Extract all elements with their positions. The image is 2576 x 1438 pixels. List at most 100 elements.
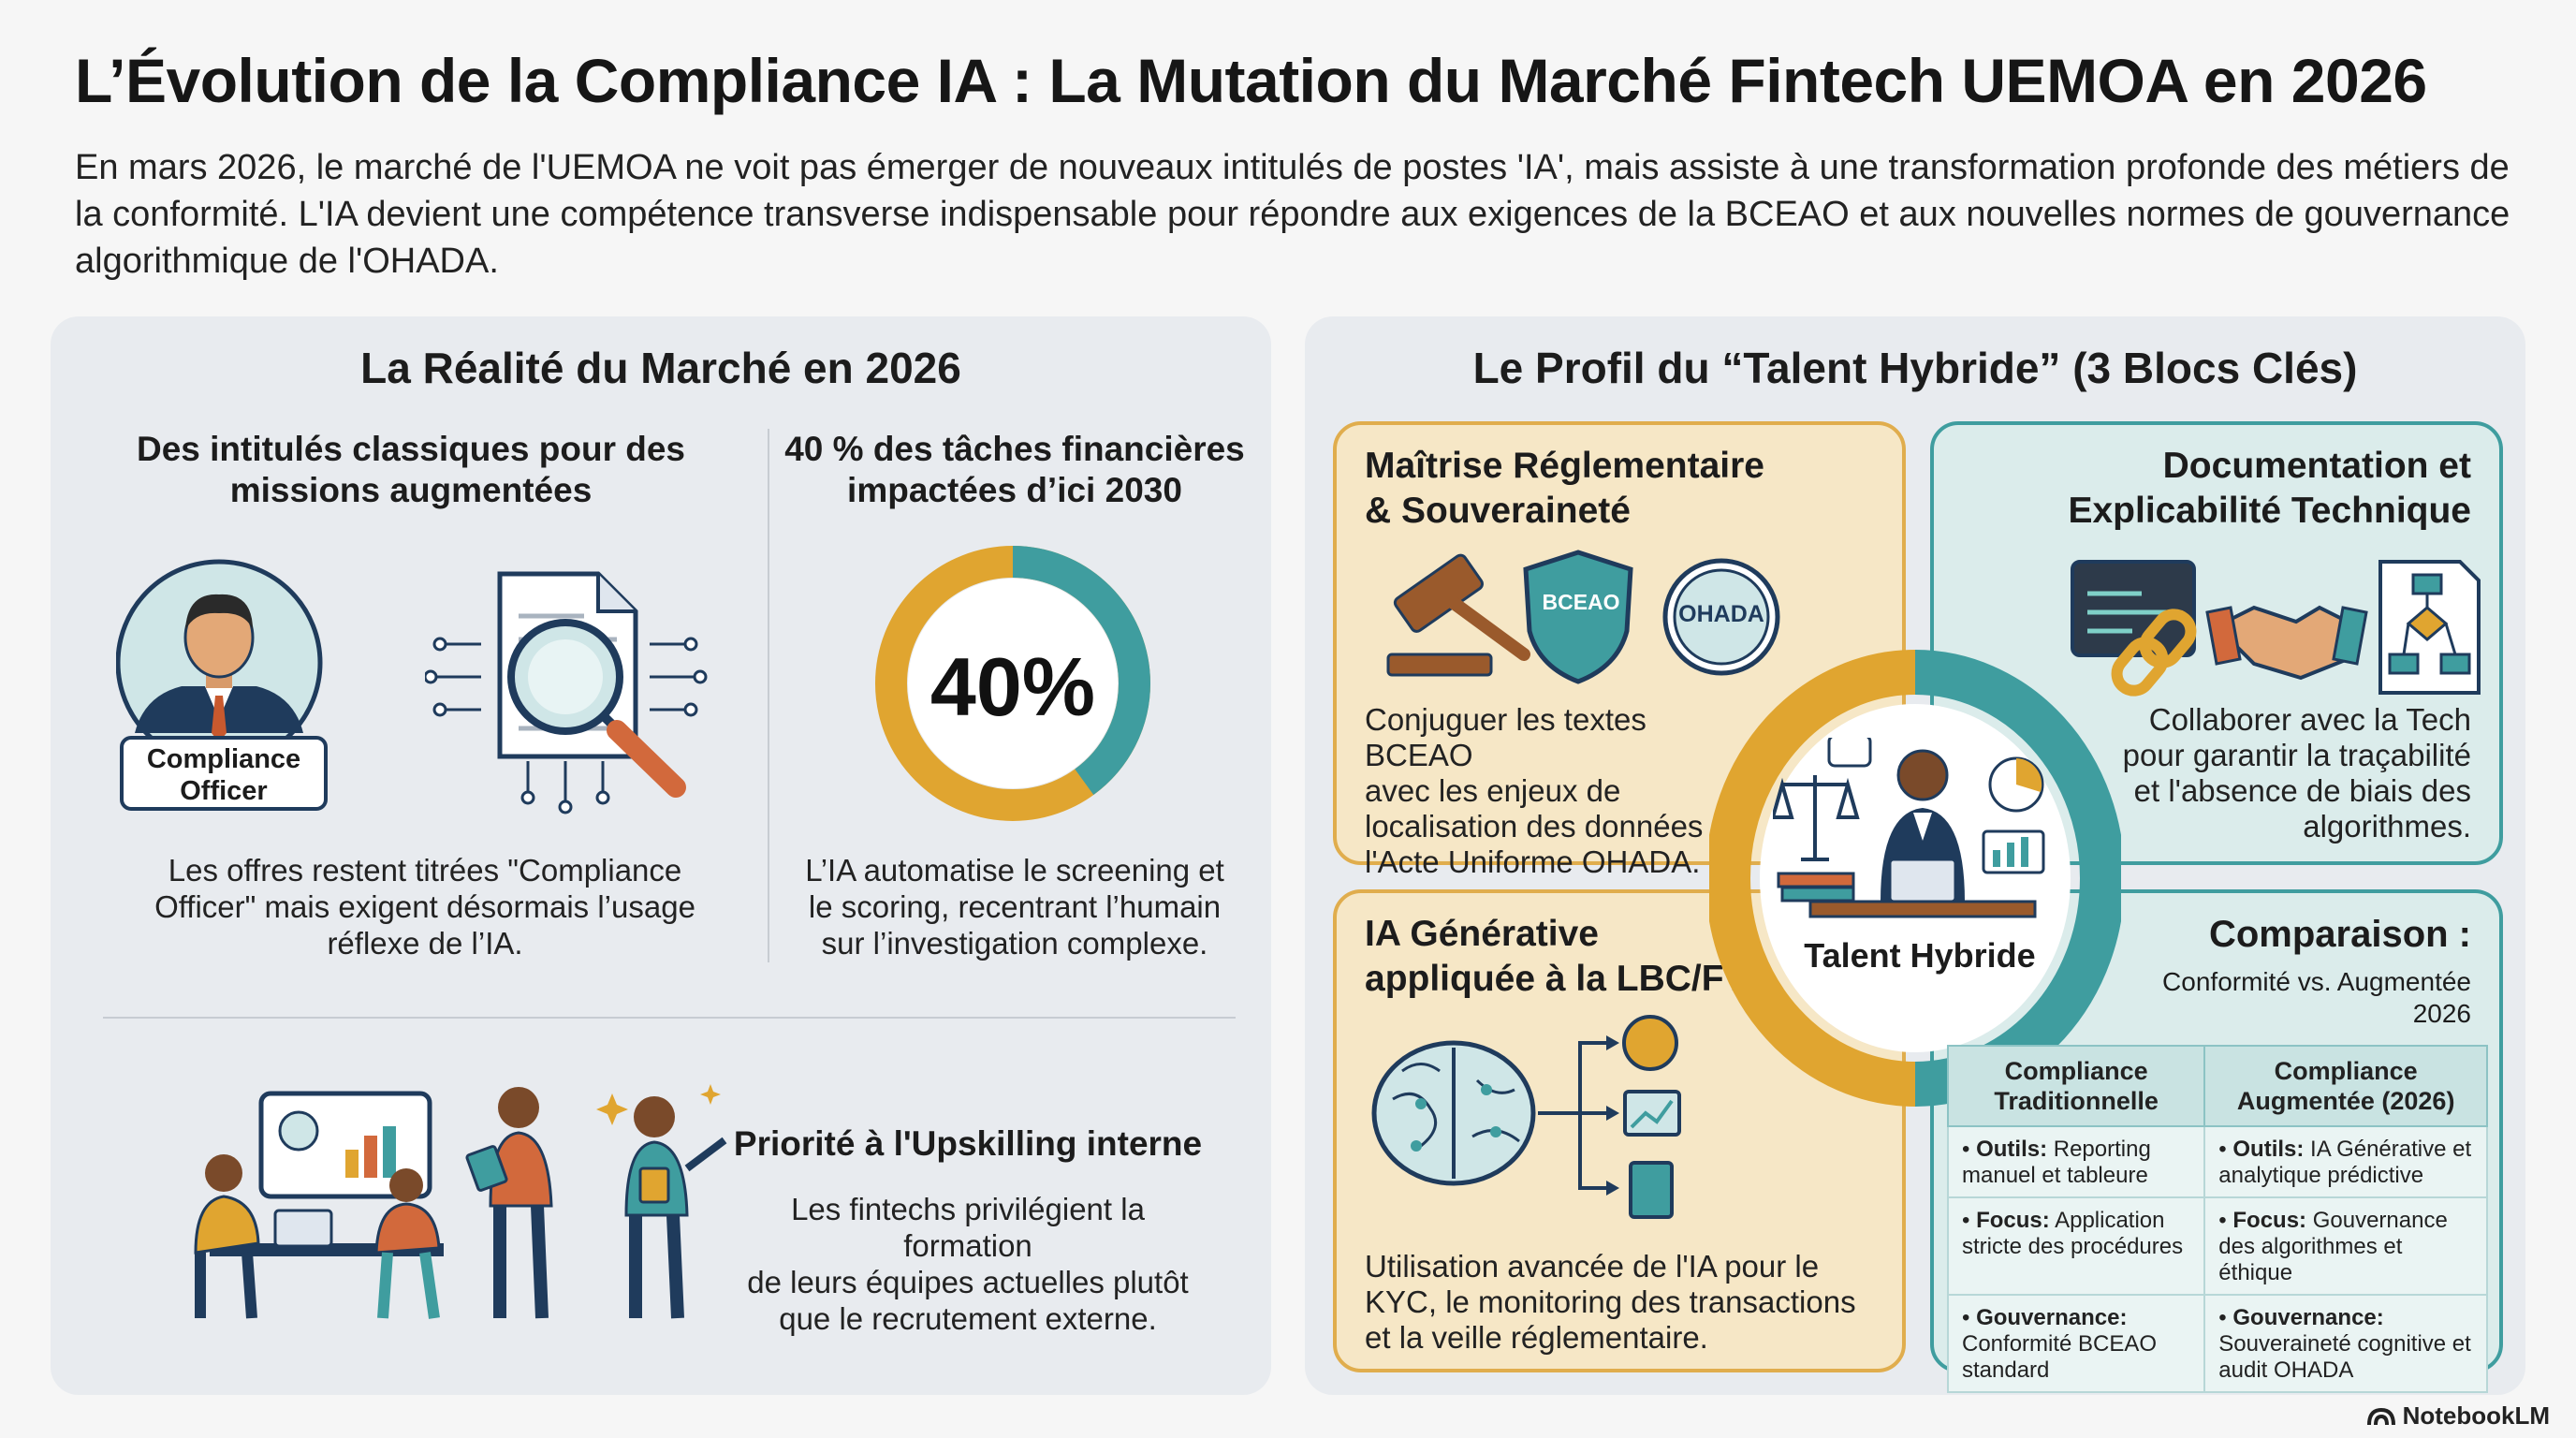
cell-value: IA Générative et analytique prédictive xyxy=(2218,1137,2472,1188)
genai-title: IA Générative appliquée à la LBC/FT xyxy=(1365,912,1746,1002)
team-training-illustration xyxy=(194,1084,727,1319)
market-reality-panel: La Réalité du Marché en 2026 Des intitul… xyxy=(51,316,1271,1395)
documentation-text-line1: Collaborer avec la Tech xyxy=(2148,702,2471,737)
cell-key: Focus: xyxy=(2232,1208,2307,1233)
tasks-impacted-text-line3: sur l’investigation complexe. xyxy=(821,926,1208,961)
cell-value: Souveraineté cognitive et audit OHADA xyxy=(2218,1331,2471,1383)
tasks-impacted-text-line1: L’IA automatise le screening et xyxy=(805,853,1224,888)
upskilling-text-line1: Les fintechs privilégient la formation xyxy=(791,1192,1145,1263)
ohada-seal-icon xyxy=(1662,558,1780,676)
table-cell: • Gouvernance: Souveraineté cognitive et… xyxy=(2203,1294,2488,1393)
handshake-icon xyxy=(2205,605,2368,681)
documentation-text-line4: algorithmes. xyxy=(2303,809,2471,844)
table-cell: • Gouvernance: Conformité BCEAO standard xyxy=(1946,1294,2206,1393)
regulatory-mastery-text-line2: avec les enjeux de xyxy=(1365,773,1621,808)
brand-label: NotebookLM xyxy=(2402,1401,2550,1430)
comparison-subtitle: Conformité vs. Augmentée 2026 xyxy=(2162,966,2471,1030)
chain-link-icon xyxy=(2111,609,2197,697)
regulatory-mastery-title: Maîtrise Réglementaire & Souveraineté xyxy=(1365,444,1764,534)
regulatory-mastery-text-line1: Conjuguer les textes BCEAO xyxy=(1365,702,1647,772)
documentation-title-line2: Explicabilité Technique xyxy=(2068,491,2471,531)
hybrid-talent-icon xyxy=(1773,738,2045,918)
market-reality-title: La Réalité du Marché en 2026 xyxy=(360,344,961,392)
table-cell: • Outils: Reporting manuel et tableure xyxy=(1946,1125,2206,1198)
genai-title-line1: IA Générative xyxy=(1365,914,1599,954)
table-cell: • Focus: Gouvernance des algorithmes et … xyxy=(2203,1196,2488,1296)
genai-text: Utilisation avancée de l'IA pour le KYC,… xyxy=(1365,1249,1889,1356)
documentation-text: Collaborer avec la Tech pour garantir la… xyxy=(2097,702,2471,844)
tasks-impacted-heading-line2: impactées d’ici 2030 xyxy=(847,471,1182,509)
col-augmented-header: Compliance Augmentée (2026) xyxy=(2203,1045,2488,1127)
genai-block: IA Générative appliquée à la LBC/FT xyxy=(1333,889,1906,1372)
hybrid-talent-title: Le Profil du “Talent Hybride” (3 Blocs C… xyxy=(1472,344,2358,392)
genai-text-line3: et la veille réglementaire. xyxy=(1365,1320,1708,1355)
table-row: • Outils: Reporting manuel et tableure •… xyxy=(1946,1125,2488,1198)
comparison-subtitle-line2: 2026 xyxy=(2412,999,2471,1028)
donut-label: 40% xyxy=(929,640,1096,733)
col-traditional-header-line1: Compliance xyxy=(2004,1057,2148,1085)
badge-line1: Compliance xyxy=(146,744,301,774)
documentation-title-line1: Documentation et xyxy=(2162,446,2471,486)
genai-text-line1: Utilisation avancée de l'IA pour le xyxy=(1365,1249,1820,1284)
tasks-impacted-heading-line1: 40 % des tâches financières xyxy=(784,430,1245,468)
bceao-shield-icon xyxy=(1523,550,1633,684)
cell-key: Gouvernance: xyxy=(2232,1305,2384,1330)
regulatory-mastery-text-line3: localisation des données et xyxy=(1365,809,1738,844)
documentation-text-line3: et l'absence de biais des xyxy=(2133,773,2471,808)
upskilling-heading: Priorité à l'Upskilling interne xyxy=(733,1124,1203,1163)
upskilling-text: Les fintechs privilégient la formation d… xyxy=(734,1191,1202,1337)
classic-titles-heading-line1: Des intitulés classiques pour des xyxy=(136,430,686,468)
documentation-text-line2: pour garantir la traçabilité xyxy=(2122,738,2471,772)
comparison-subtitle-line1: Conformité vs. Augmentée xyxy=(2162,967,2471,996)
cell-value: Conformité BCEAO standard xyxy=(1962,1331,2158,1383)
hybrid-talent-panel: Le Profil du “Talent Hybride” (3 Blocs C… xyxy=(1305,316,2525,1395)
donut-value-arc xyxy=(875,546,1150,821)
cell-value: Reporting manuel et tableure xyxy=(1962,1137,2151,1188)
cell-key: Outils: xyxy=(1976,1137,2048,1162)
classic-titles-text-line3: réflexe de l’IA. xyxy=(327,926,523,961)
classic-titles-heading: Des intitulés classiques pour des missio… xyxy=(88,429,734,511)
compliance-officer-avatar-icon xyxy=(116,559,323,767)
brain-network-icon xyxy=(1371,1015,1681,1219)
ohada-seal-label: OHADA xyxy=(1678,601,1764,627)
compliance-officer-badge: Compliance Officer xyxy=(120,736,328,811)
notebooklm-logo-icon xyxy=(2366,1407,2395,1425)
col-traditional-header-line2: Traditionnelle xyxy=(1994,1087,2159,1115)
regulatory-mastery-text-line4: l'Acte Uniforme OHADA. xyxy=(1365,844,1701,879)
regulatory-mastery-title-line2: & Souveraineté xyxy=(1365,491,1631,531)
chat-bubble-icon xyxy=(1827,738,1872,768)
col-augmented-header-line2: Augmentée (2026) xyxy=(2236,1087,2455,1115)
document-magnifier-icon xyxy=(425,571,708,814)
intro-paragraph: En mars 2026, le marché de l'UEMOA ne vo… xyxy=(75,148,2510,281)
comparison-table: Compliance Traditionnelle Compliance Aug… xyxy=(1946,1045,2488,1393)
documentation-title: Documentation et Explicabilité Technique xyxy=(2068,444,2471,534)
classic-titles-text-line2: Officer" mais exigent désormais l’usage xyxy=(154,889,695,924)
regulatory-mastery-title-line1: Maîtrise Réglementaire xyxy=(1365,446,1765,486)
upskilling-text-line2: de leurs équipes actuelles plutôt xyxy=(747,1265,1189,1299)
genai-title-line2: appliquée à la LBC/FT xyxy=(1365,959,1747,999)
tech-collaboration-icons xyxy=(2071,560,2481,697)
donut-center xyxy=(908,579,1118,788)
comparison-title: Comparaison : xyxy=(2208,914,2471,955)
classic-titles-text: Les offres restent titrées "Compliance O… xyxy=(107,852,743,961)
tasks-impacted-text: L’IA automatise le screening et le scori… xyxy=(790,852,1239,961)
vertical-divider xyxy=(768,429,769,962)
cell-key: Outils: xyxy=(2232,1137,2305,1162)
classic-titles-text-line1: Les offres restent titrées "Compliance xyxy=(168,853,682,888)
tasks-impacted-heading: 40 % des tâches financières impactées d’… xyxy=(781,429,1249,511)
horizontal-divider xyxy=(103,1017,1236,1019)
tasks-impacted-text-line2: le scoring, recentrant l’humain xyxy=(808,889,1222,924)
notebooklm-brand[interactable]: NotebookLM xyxy=(2366,1401,2550,1431)
cell-value: Application stricte des procédures xyxy=(1962,1208,2184,1259)
gavel-icon xyxy=(1386,553,1530,677)
cell-key: Focus: xyxy=(1976,1208,2050,1233)
upskilling-text-line3: que le recrutement externe. xyxy=(779,1301,1157,1336)
table-row: • Focus: Application stricte des procédu… xyxy=(1946,1196,2488,1296)
regulatory-mastery-text: Conjuguer les textes BCEAO avec les enje… xyxy=(1365,702,1758,880)
flowchart-document-icon xyxy=(2378,560,2481,695)
table-cell: • Focus: Application stricte des procédu… xyxy=(1946,1196,2206,1296)
classic-titles-heading-line2: missions augmentées xyxy=(229,471,593,509)
table-row: • Gouvernance: Conformité BCEAO standard… xyxy=(1946,1294,2488,1393)
hub-label: Talent Hybride xyxy=(1804,936,2036,975)
cell-key: Gouvernance: xyxy=(1976,1305,2128,1330)
